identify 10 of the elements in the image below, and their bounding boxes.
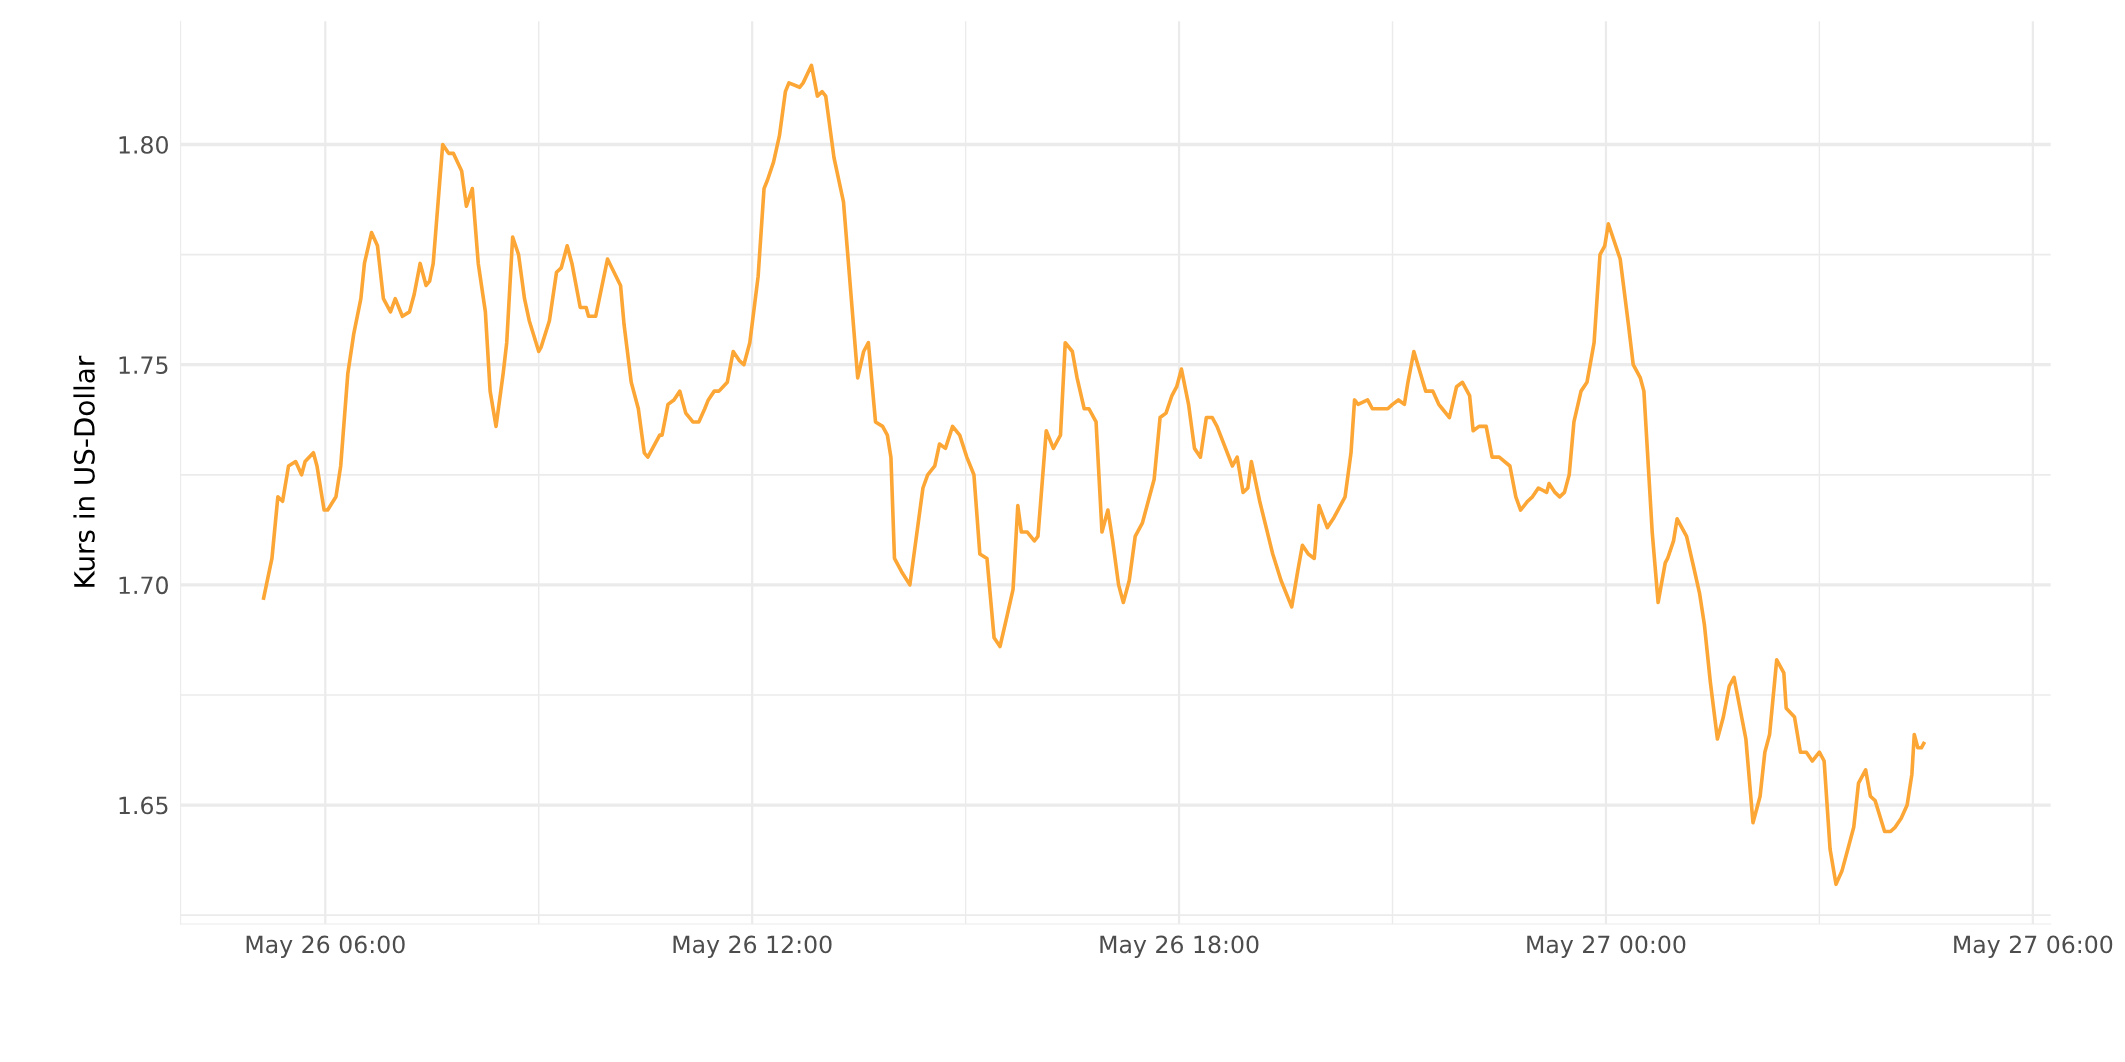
y-tick-label: 1.80 [119,135,168,154]
y-tick-label: 1.75 [119,356,168,375]
x-tick-label: May 26 18:00 [1100,935,1259,958]
x-tick-label: May 26 06:00 [246,935,405,958]
x-tick-label: May 26 12:00 [673,935,832,958]
x-tick-label: May 27 00:00 [1527,935,1686,958]
y-tick-label: 1.70 [119,576,168,595]
x-tick-label: May 27 06:00 [1954,935,2113,958]
y-tick-label: 1.65 [119,796,168,815]
y-axis-title: Kurs in US-Dollar [73,355,95,587]
